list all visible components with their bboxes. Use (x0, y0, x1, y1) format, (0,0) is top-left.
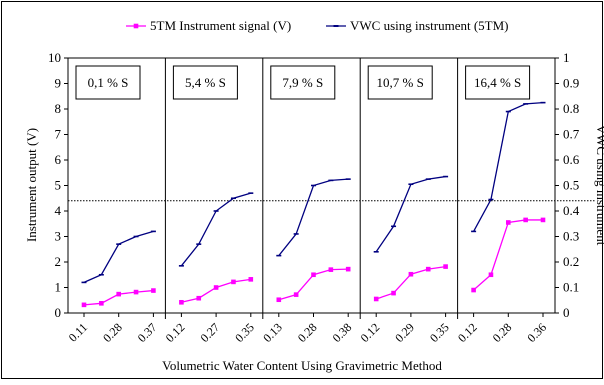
signal-point (213, 285, 219, 290)
y-left-tick-label: 3 (55, 229, 62, 244)
signal-point (523, 217, 528, 223)
signal-point (328, 267, 334, 272)
panel-label: 0,1 % S (88, 75, 129, 90)
signal-point (408, 271, 414, 277)
signal-point (488, 272, 494, 278)
signal-point (151, 288, 156, 293)
signal-point (116, 291, 121, 297)
signal-point (99, 301, 104, 306)
y-right-tick-label: 0.2 (563, 254, 579, 269)
x-axis-title: Volumetric Water Content Using Gravimetr… (162, 358, 442, 373)
panel-label: 7,9 % S (282, 75, 323, 90)
signal-point (231, 279, 236, 285)
y-left-tick-label: 9 (55, 76, 62, 91)
panel-label-box (465, 65, 531, 100)
signal-point (506, 220, 511, 225)
signal-point (311, 272, 316, 278)
y-left-tick-label: 2 (55, 254, 62, 269)
y-right-tick-label: 0.6 (563, 152, 580, 167)
y-left-tick-label: 6 (55, 152, 62, 167)
panel-label-box (75, 65, 141, 100)
y-left-tick-label: 0 (55, 305, 62, 320)
signal-point (133, 289, 139, 295)
y-right-tick-label: 0.9 (563, 76, 579, 91)
y-right-tick-label: 0.5 (563, 178, 579, 193)
legend-marker-signal (133, 23, 139, 29)
y-left-tick-label: 8 (55, 101, 62, 116)
signal-point (425, 266, 431, 272)
signal-point (391, 290, 396, 296)
panel-label-box (367, 65, 433, 100)
legend-label-vwc: VWC using instrument (5TM) (350, 18, 509, 33)
panel-label: 16,4 % S (474, 75, 521, 90)
signal-point (443, 264, 448, 269)
legend: 5TM Instrument signal (V) VWC using instr… (126, 18, 509, 33)
signal-point (248, 277, 254, 282)
signal-point (373, 296, 379, 302)
signal-point (81, 302, 87, 308)
y-axis-left-title: Instrument output (V) (24, 128, 39, 242)
y-right-tick-label: 0.1 (563, 280, 579, 295)
signal-point (293, 292, 299, 297)
y-right-tick-label: 0.8 (563, 101, 579, 116)
y-left-tick-label: 10 (48, 50, 61, 65)
signal-point (196, 295, 202, 301)
legend-label-signal: 5TM Instrument signal (V) (150, 18, 291, 33)
y-left-tick-label: 5 (55, 178, 62, 193)
y-right-tick-label: 1 (563, 50, 570, 65)
y-right-tick-label: 0.7 (563, 127, 580, 142)
y-right-tick-label: 0.4 (563, 203, 580, 218)
y-left-tick-label: 1 (55, 280, 62, 295)
panel-label-box (270, 65, 336, 100)
signal-point (179, 299, 184, 305)
signal-point (540, 217, 546, 223)
panel-label: 10,7 % S (377, 75, 424, 90)
y-right-tick-label: 0 (563, 305, 570, 320)
y-right-tick-label: 0.3 (563, 229, 579, 244)
panel-label: 5,4 % S (185, 75, 226, 90)
chart-border (1, 1, 603, 379)
signal-point (471, 287, 476, 293)
signal-point (276, 297, 282, 303)
y-left-tick-label: 4 (55, 203, 62, 218)
y-axis-right-title: VWC using instrument (594, 125, 604, 246)
y-left-tick-label: 7 (55, 127, 62, 142)
signal-point (345, 266, 351, 272)
panel-label-box (172, 65, 238, 100)
